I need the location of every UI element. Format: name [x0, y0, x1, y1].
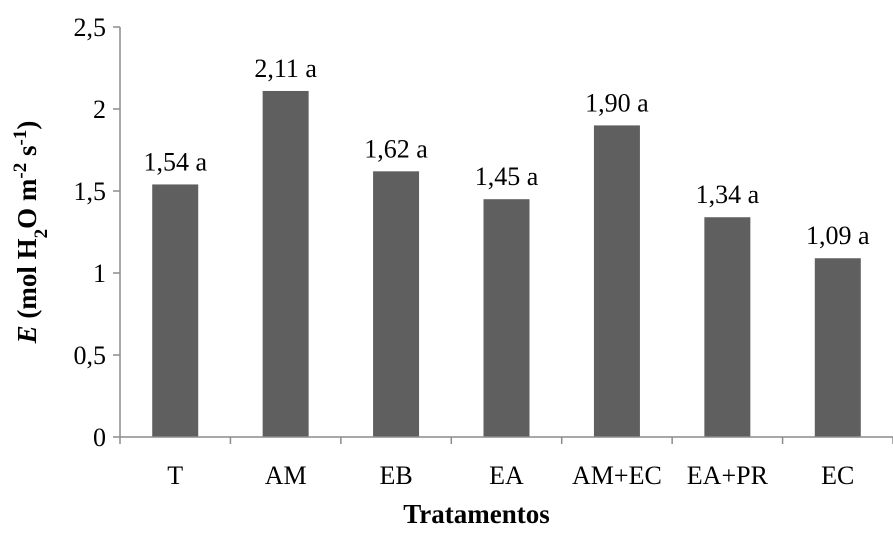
x-tick-label: EC — [821, 461, 854, 490]
bar — [593, 125, 640, 438]
data-label: 1,34 a — [696, 180, 760, 209]
bar — [152, 184, 199, 437]
y-axis-title-superscript: -2 — [10, 163, 31, 179]
y-axis-title-part: s — [12, 145, 42, 162]
x-axis-ticks: T AM EB EA AM+EC EA+PR EC — [119, 437, 893, 490]
data-label: 2,11 a — [254, 54, 317, 83]
y-axis-title-subscript: 2 — [31, 229, 52, 239]
y-tick-label: 2 — [93, 95, 106, 124]
data-label: 1,45 a — [475, 162, 539, 191]
bars-group — [152, 90, 861, 438]
y-axis-title-part: O m — [12, 178, 42, 229]
y-axis-title-part: ) — [12, 121, 42, 130]
bar — [814, 258, 861, 437]
x-tick-label: AM+EC — [572, 461, 662, 490]
x-axis-title: Tratamentos — [403, 499, 549, 529]
data-label: 1,62 a — [364, 134, 428, 163]
y-axis-title-italic: E — [12, 325, 42, 344]
data-label: 1,90 a — [585, 88, 649, 117]
y-tick-label: 2,5 — [74, 13, 107, 42]
bar — [262, 90, 309, 438]
data-label: 1,09 a — [806, 221, 870, 250]
y-axis-title: E (mol H2O m-2 s-1) — [10, 121, 52, 345]
y-tick-label: 1,5 — [74, 177, 107, 206]
y-axis-title-part: (mol H — [12, 238, 42, 325]
y-axis-ticks: 0 0,5 1 1,5 2 2,5 — [74, 13, 120, 452]
x-tick-label: T — [167, 461, 183, 490]
data-label: 1,54 a — [143, 147, 207, 176]
y-tick-label: 1 — [93, 259, 106, 288]
bar — [483, 199, 530, 437]
y-tick-label: 0 — [93, 423, 106, 452]
x-tick-label: EB — [379, 461, 412, 490]
bar — [704, 217, 751, 437]
x-tick-label: EA+PR — [687, 461, 769, 490]
data-labels-group: 1,54 a 2,11 a 1,62 a 1,45 a 1,90 a 1,34 a 1,09… — [143, 54, 870, 250]
x-tick-label: AM — [265, 461, 307, 490]
y-tick-label: 0,5 — [74, 341, 107, 370]
x-tick-label: EA — [489, 461, 524, 490]
bar — [373, 171, 420, 437]
y-axis-title-superscript: -1 — [10, 130, 31, 146]
